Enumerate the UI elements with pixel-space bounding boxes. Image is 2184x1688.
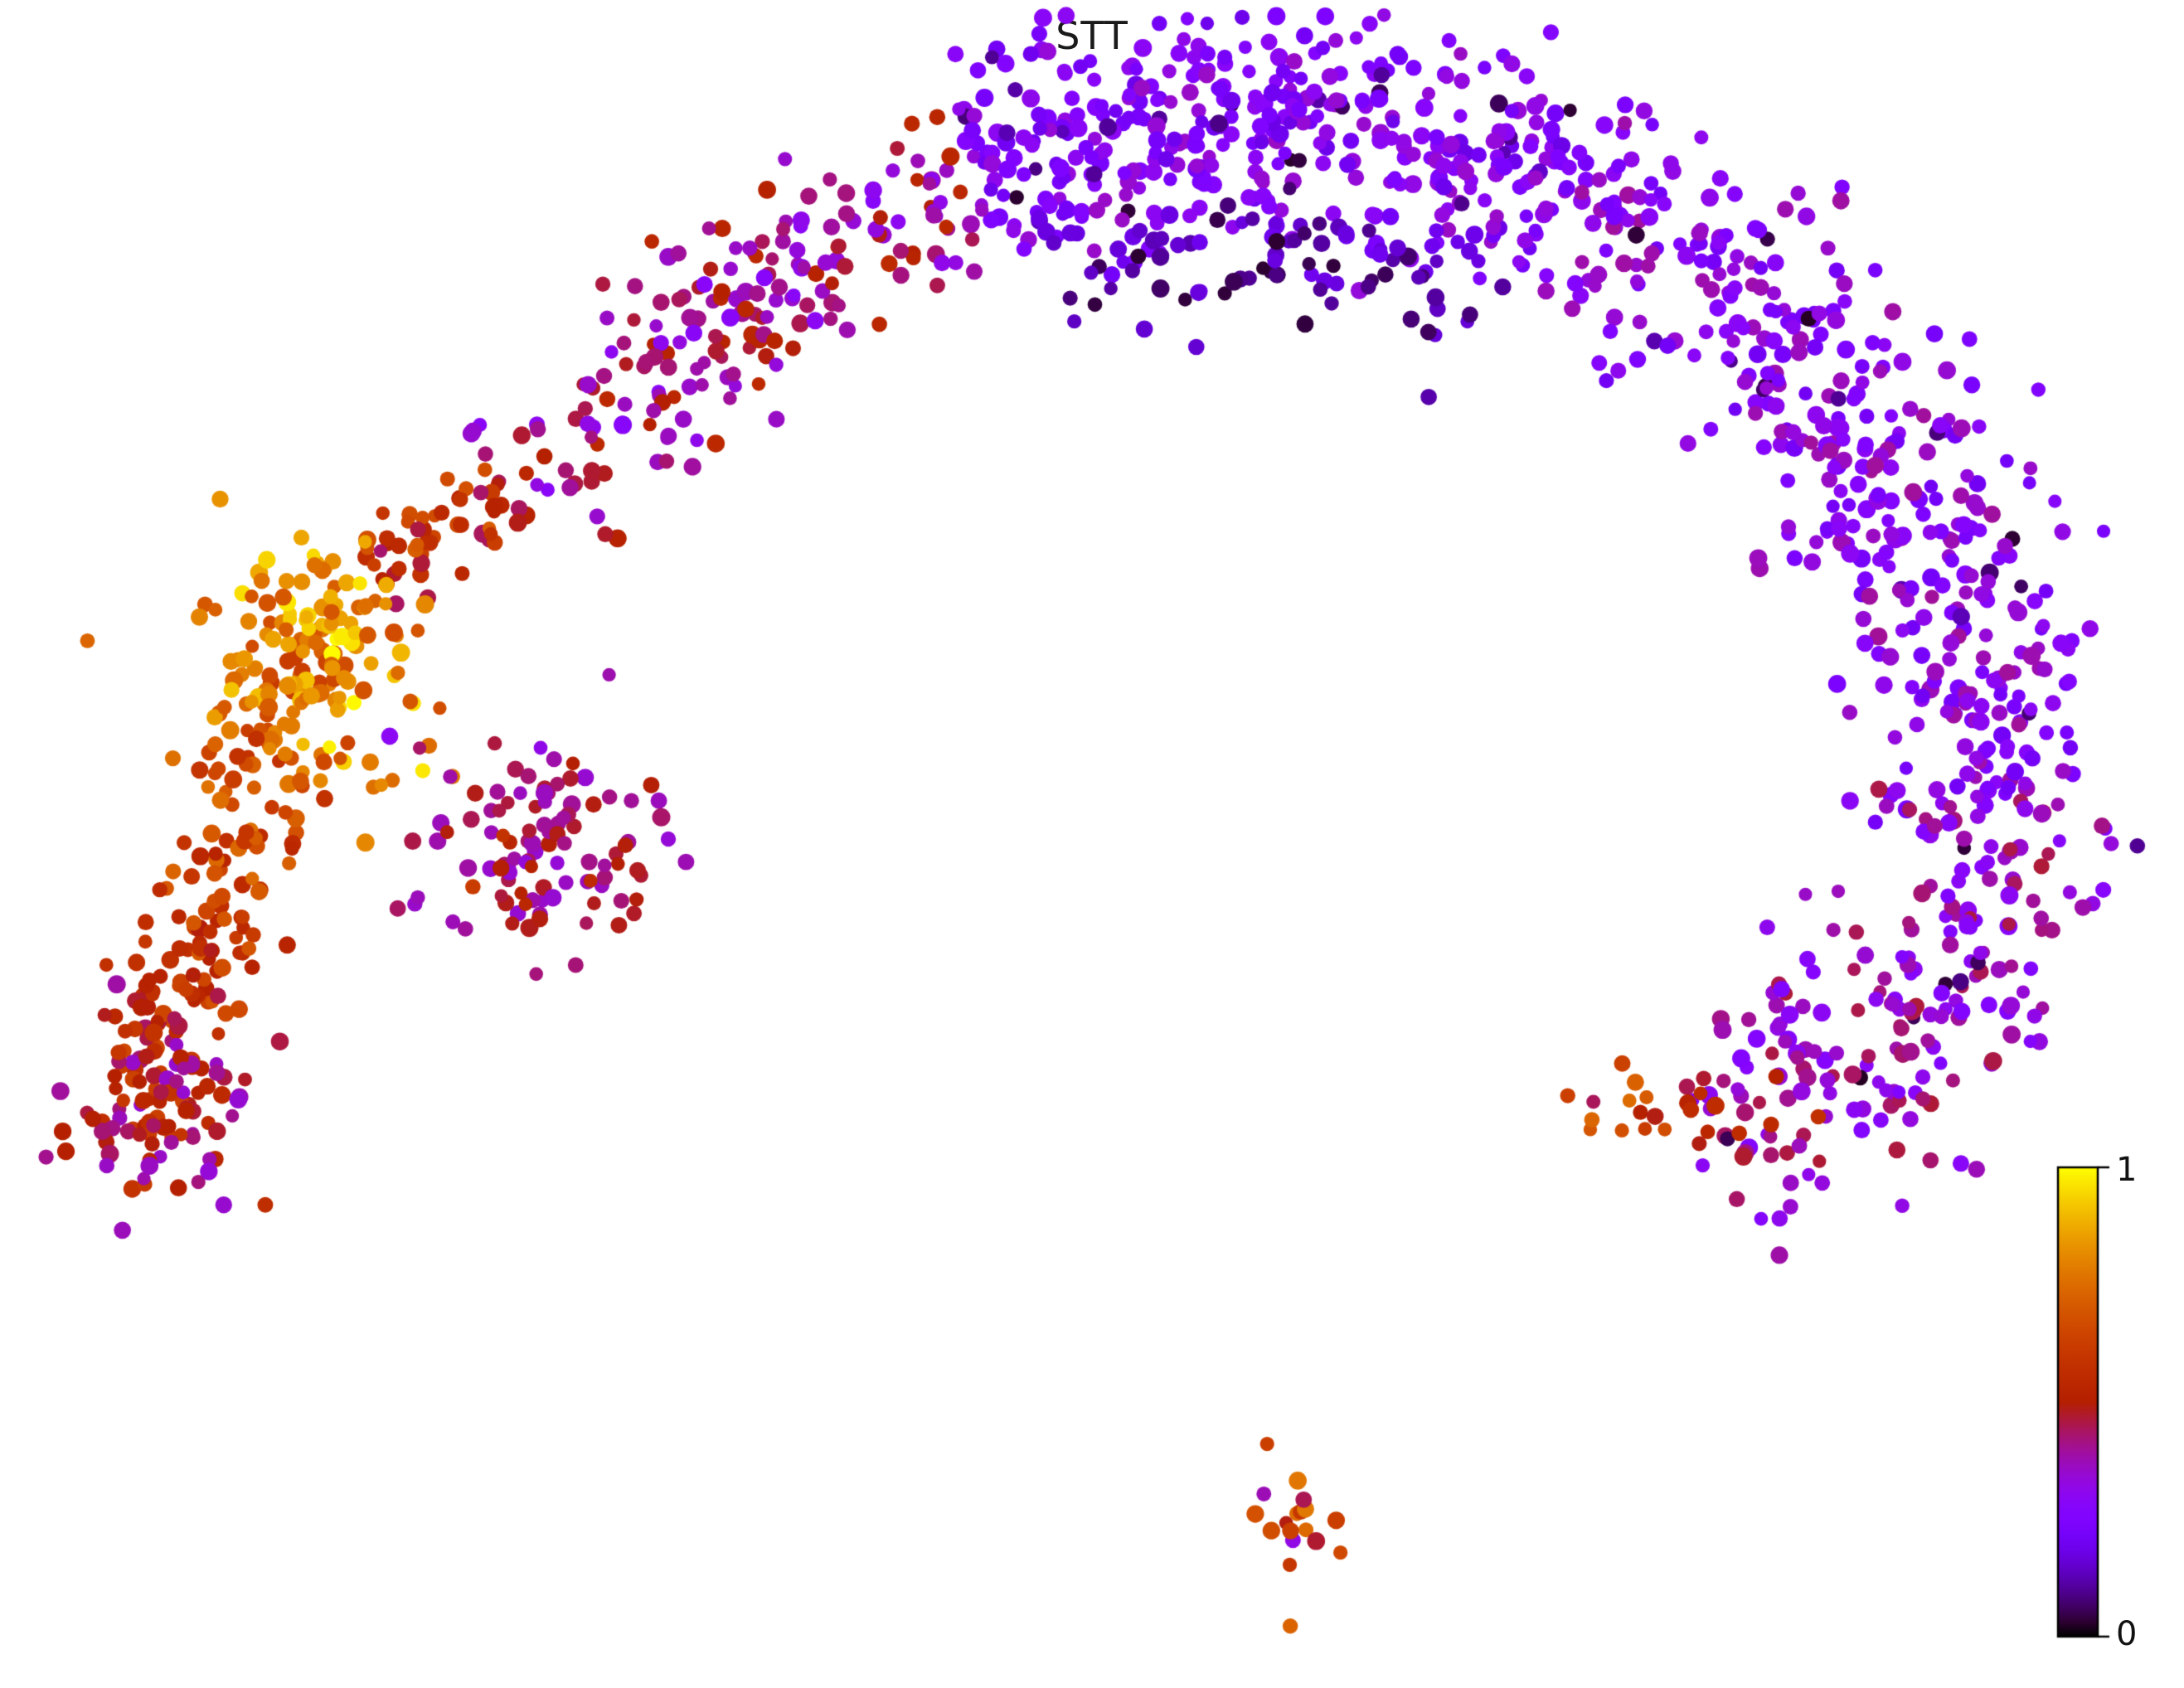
- colorbar-max-label: 1: [2116, 1151, 2138, 1189]
- colorbar-min-label: 0: [2116, 1615, 2138, 1653]
